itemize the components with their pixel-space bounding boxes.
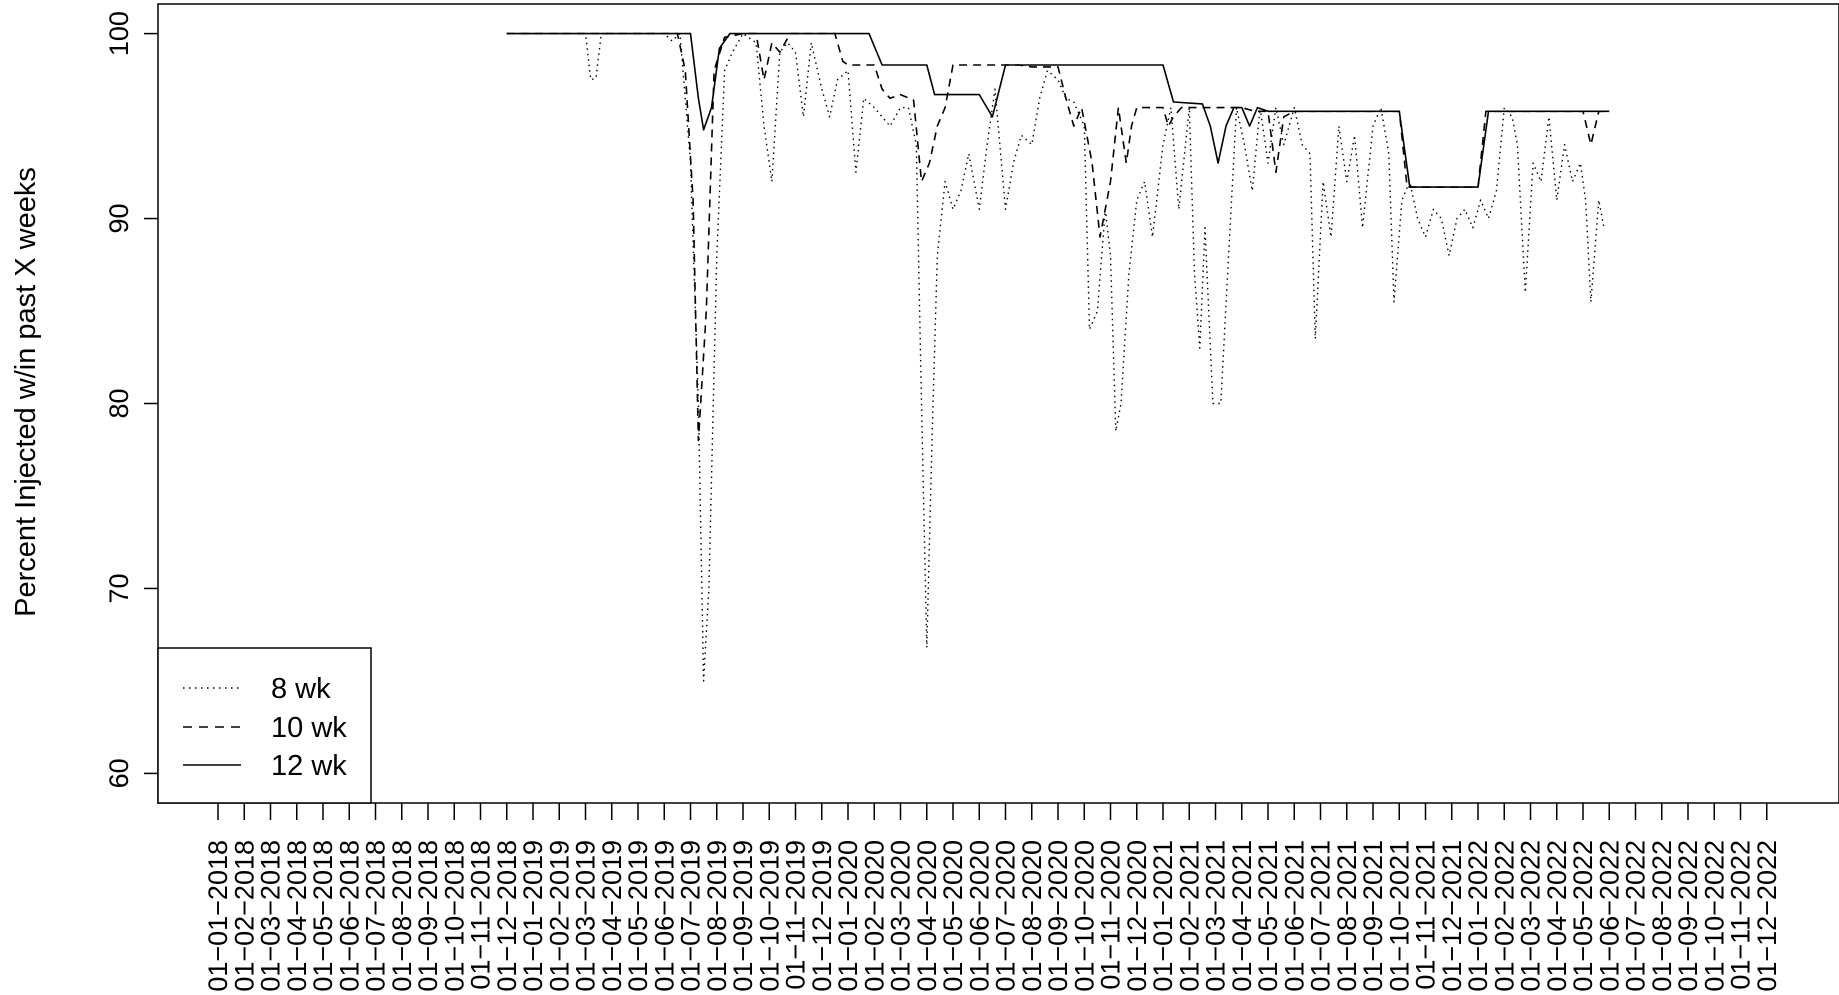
x-tick-label: 01−03−2021 [1201,840,1231,992]
x-tick-label: 01−06−2021 [1279,840,1309,992]
legend-label-8wk: 8 wk [271,673,331,705]
x-tick-label: 01−02−2019 [544,840,574,992]
x-tick-label: 01−12−2018 [492,840,522,992]
x-tick-label: 01−11−2019 [781,840,811,990]
x-tick-label: 01−06−2018 [334,840,364,992]
x-tick-label: 01−07−2022 [1621,840,1651,992]
x-tick-label: 01−04−2020 [912,840,942,992]
x-tick-label: 01−08−2022 [1647,840,1677,992]
x-tick-label: 01−07−2020 [991,840,1021,992]
x-tick-label: 01−01−2020 [833,840,863,992]
x-tick-label: 01−10−2021 [1384,840,1414,992]
series-line-10wk [506,32,1610,442]
x-tick-label: 01−02−2021 [1174,840,1204,992]
series-line-8wk [506,32,1605,682]
legend: 8 wk 10 wk 12 wk [157,647,372,804]
y-tick-label: 90 [104,204,134,234]
x-tick-label: 01−03−2019 [571,840,601,992]
y-tick-label: 60 [104,758,134,788]
legend-label-10wk: 10 wk [271,712,347,744]
x-tick-label: 01−10−2018 [439,840,469,992]
x-tick-label: 01−03−2018 [256,840,286,992]
x-tick-label: 01−01−2022 [1463,840,1493,992]
x-tick-label: 01−11−2018 [466,840,496,990]
x-tick-label: 01−03−2022 [1516,840,1546,992]
x-tick-label: 01−02−2022 [1489,840,1519,992]
x-tick-label: 01−09−2022 [1673,840,1703,992]
x-tick-label: 01−12−2019 [807,840,837,992]
x-tick-label: 01−04−2019 [597,840,627,992]
x-tick-label: 01−05−2018 [308,840,338,992]
x-tick-label: 01−06−2019 [649,840,679,992]
x-tick-label: 01−12−2022 [1752,840,1782,992]
x-tick-label: 01−06−2020 [964,840,994,992]
x-tick-label: 01−10−2022 [1699,840,1729,992]
y-tick-label: 70 [104,573,134,603]
x-tick-label: 01−05−2022 [1568,840,1598,992]
x-tick-label: 01−08−2021 [1332,840,1362,992]
x-tick-label: 01−08−2020 [1017,840,1047,992]
x-tick-label: 01−01−2019 [518,840,548,992]
x-tick-label: 01−01−2018 [203,840,233,992]
x-tick-label: 01−09−2021 [1358,840,1388,992]
x-tick-label: 01−12−2020 [1122,840,1152,992]
x-tick-label: 01−07−2019 [676,840,706,992]
x-tick-label: 01−04−2022 [1542,840,1572,992]
y-tick-label: 100 [104,11,134,56]
x-tick-label: 01−07−2021 [1306,840,1336,992]
x-tick-label: 01−02−2018 [229,840,259,992]
tick-layer: 6070809010001−01−201801−02−201801−03−201… [104,11,1782,992]
x-tick-label: 01−12−2021 [1437,840,1467,992]
series-layer [506,32,1610,682]
legend-box [157,647,372,804]
x-tick-label: 01−09−2020 [1043,840,1073,992]
x-tick-label: 01−07−2018 [361,840,391,992]
x-tick-label: 01−11−2022 [1726,840,1756,990]
x-tick-label: 01−05−2020 [938,840,968,992]
x-tick-label: 01−02−2020 [859,840,889,992]
y-tick-label: 80 [104,388,134,418]
x-tick-label: 01−09−2019 [728,840,758,992]
x-tick-label: 01−01−2021 [1148,840,1178,992]
legend-label-12wk: 12 wk [271,750,347,782]
plot-frame [157,3,1839,804]
x-tick-label: 01−05−2021 [1253,840,1283,992]
x-tick-label: 01−04−2021 [1227,840,1257,992]
series-line-12wk [506,32,1610,188]
x-tick-label: 01−10−2019 [754,840,784,992]
x-tick-label: 01−04−2018 [282,840,312,992]
x-tick-label: 01−03−2020 [886,840,916,992]
y-axis-title: Percent Injected w/in past X weeks [10,167,42,617]
x-tick-label: 01−08−2018 [387,840,417,992]
x-tick-label: 01−11−2020 [1096,840,1126,990]
x-tick-label: 01−06−2022 [1594,840,1624,992]
x-tick-label: 01−05−2019 [623,840,653,992]
x-tick-label: 01−10−2020 [1069,840,1099,992]
x-tick-label: 01−08−2019 [702,840,732,992]
x-tick-label: 01−11−2021 [1411,840,1441,990]
x-tick-label: 01−09−2018 [413,840,443,992]
